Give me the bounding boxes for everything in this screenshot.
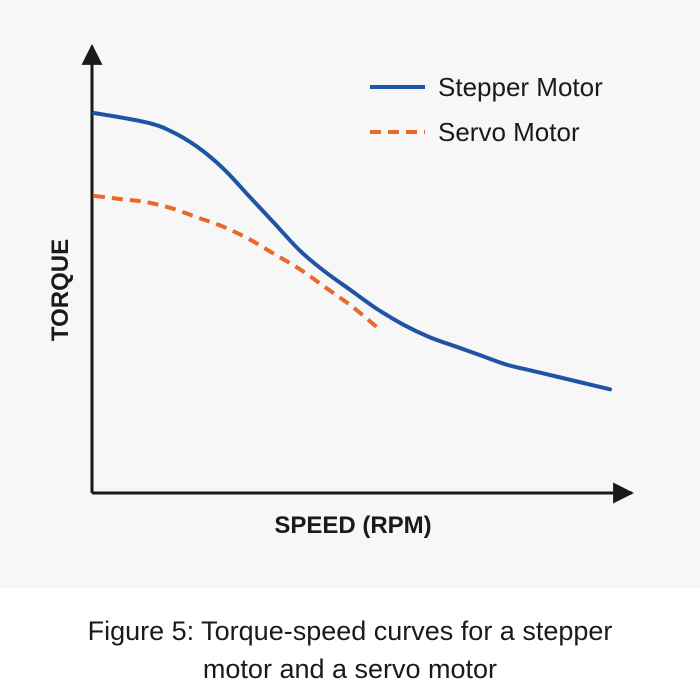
caption-line-2: motor and a servo motor	[202, 654, 498, 684]
x-axis-label: SPEED (RPM)	[274, 512, 431, 539]
legend-label-servo: Servo Motor	[438, 117, 580, 147]
caption-line-1: Figure 5: Torque-speed curves for a step…	[87, 616, 613, 646]
y-axis-label: TORQUE	[47, 239, 74, 341]
torque-speed-chart: Stepper Motor Servo Motor SPEED (RPM) TO…	[47, 43, 635, 539]
stepper-motor-curve	[92, 111, 612, 392]
series-layer	[92, 111, 612, 392]
servo-motor-curve	[93, 193, 380, 330]
legend: Stepper Motor Servo Motor	[370, 72, 603, 147]
legend-label-stepper: Stepper Motor	[438, 72, 603, 102]
figure-caption: Figure 5: Torque-speed curves for a step…	[0, 612, 700, 688]
plot-panel	[0, 0, 700, 588]
